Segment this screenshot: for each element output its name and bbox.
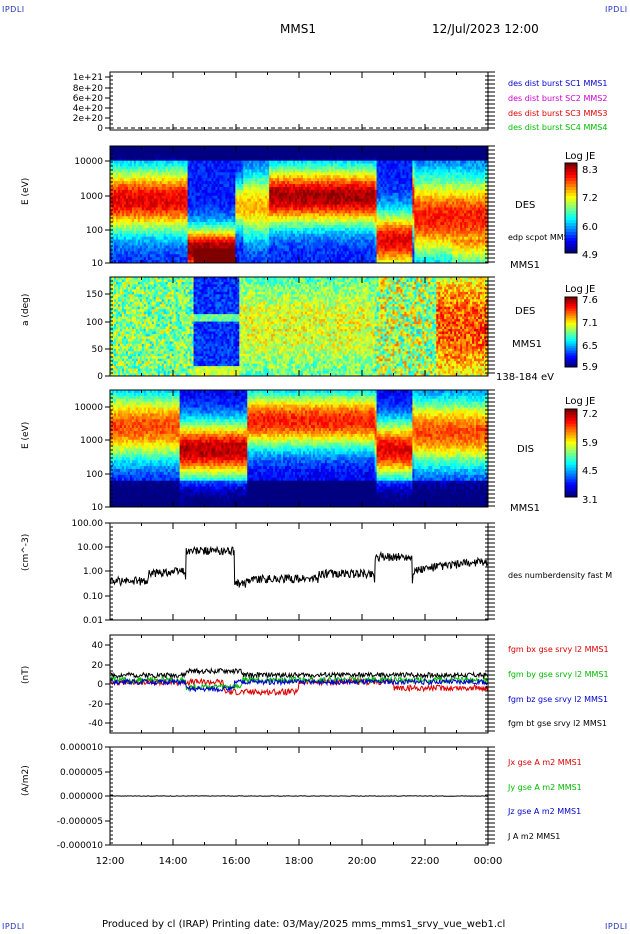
des-energy-spectrogram <box>110 146 488 263</box>
